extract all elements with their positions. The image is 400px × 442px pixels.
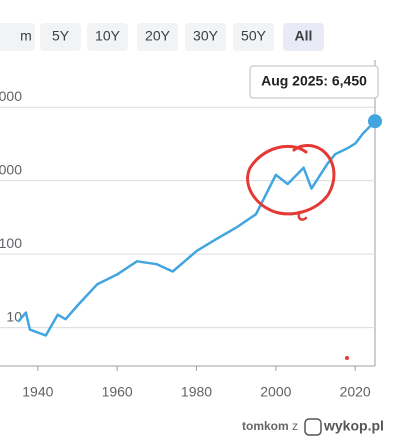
button-bg xyxy=(40,23,81,51)
line-series xyxy=(17,120,376,337)
last-point xyxy=(368,114,382,129)
y-tick-label: 10,000 xyxy=(0,88,22,104)
plot: 10 100 1,000 10,000 1940 1960 1980 2000 2020 xyxy=(0,88,382,400)
button-bg xyxy=(137,23,178,51)
range-buttons: m 5Y 10Y 20Y 30Y 50Y All xyxy=(0,23,324,51)
button-label: m xyxy=(20,28,32,44)
range-button[interactable]: m xyxy=(0,23,35,51)
tooltip: Aug 2025: 6,450 xyxy=(249,65,379,99)
button-label: 20Y xyxy=(145,28,171,44)
tooltip-box xyxy=(249,65,379,99)
tooltip-text: Aug 2025: 6,450 xyxy=(261,73,367,89)
range-button[interactable]: All xyxy=(283,23,324,51)
footer-word: z xyxy=(292,419,298,433)
button-bg xyxy=(87,23,128,51)
red-dot xyxy=(345,356,349,360)
range-button[interactable]: 5Y xyxy=(40,23,81,51)
button-label: 30Y xyxy=(193,28,219,44)
button-bg xyxy=(283,23,324,51)
x-tick-label: 2000 xyxy=(260,384,291,400)
y-tick-label: 100 xyxy=(0,235,22,251)
footer-user: tomkom xyxy=(242,419,289,433)
button-bg xyxy=(233,23,274,51)
button-label: 5Y xyxy=(52,28,70,44)
footer-site: wykop.pl xyxy=(323,418,384,434)
range-button[interactable]: 10Y xyxy=(87,23,128,51)
footer-bg xyxy=(0,412,400,437)
range-button[interactable]: 50Y xyxy=(233,23,274,51)
range-button[interactable]: 20Y xyxy=(137,23,178,51)
footer-logo xyxy=(304,418,322,436)
x-tick-label: 1960 xyxy=(102,384,133,400)
button-label: 10Y xyxy=(95,28,121,44)
button-label: All xyxy=(295,28,313,44)
x-tick-label: 1980 xyxy=(181,384,212,400)
y-tick-label: 10 xyxy=(6,308,22,324)
y-tick-label: 1,000 xyxy=(0,161,22,177)
button-bg xyxy=(185,23,226,51)
range-button[interactable]: 30Y xyxy=(185,23,226,51)
button-bg xyxy=(0,23,35,51)
x-tick-label: 2020 xyxy=(340,384,371,400)
button-label: 50Y xyxy=(241,28,267,44)
hand-drawn-tail xyxy=(297,210,308,221)
x-tick-label: 1940 xyxy=(22,384,53,400)
